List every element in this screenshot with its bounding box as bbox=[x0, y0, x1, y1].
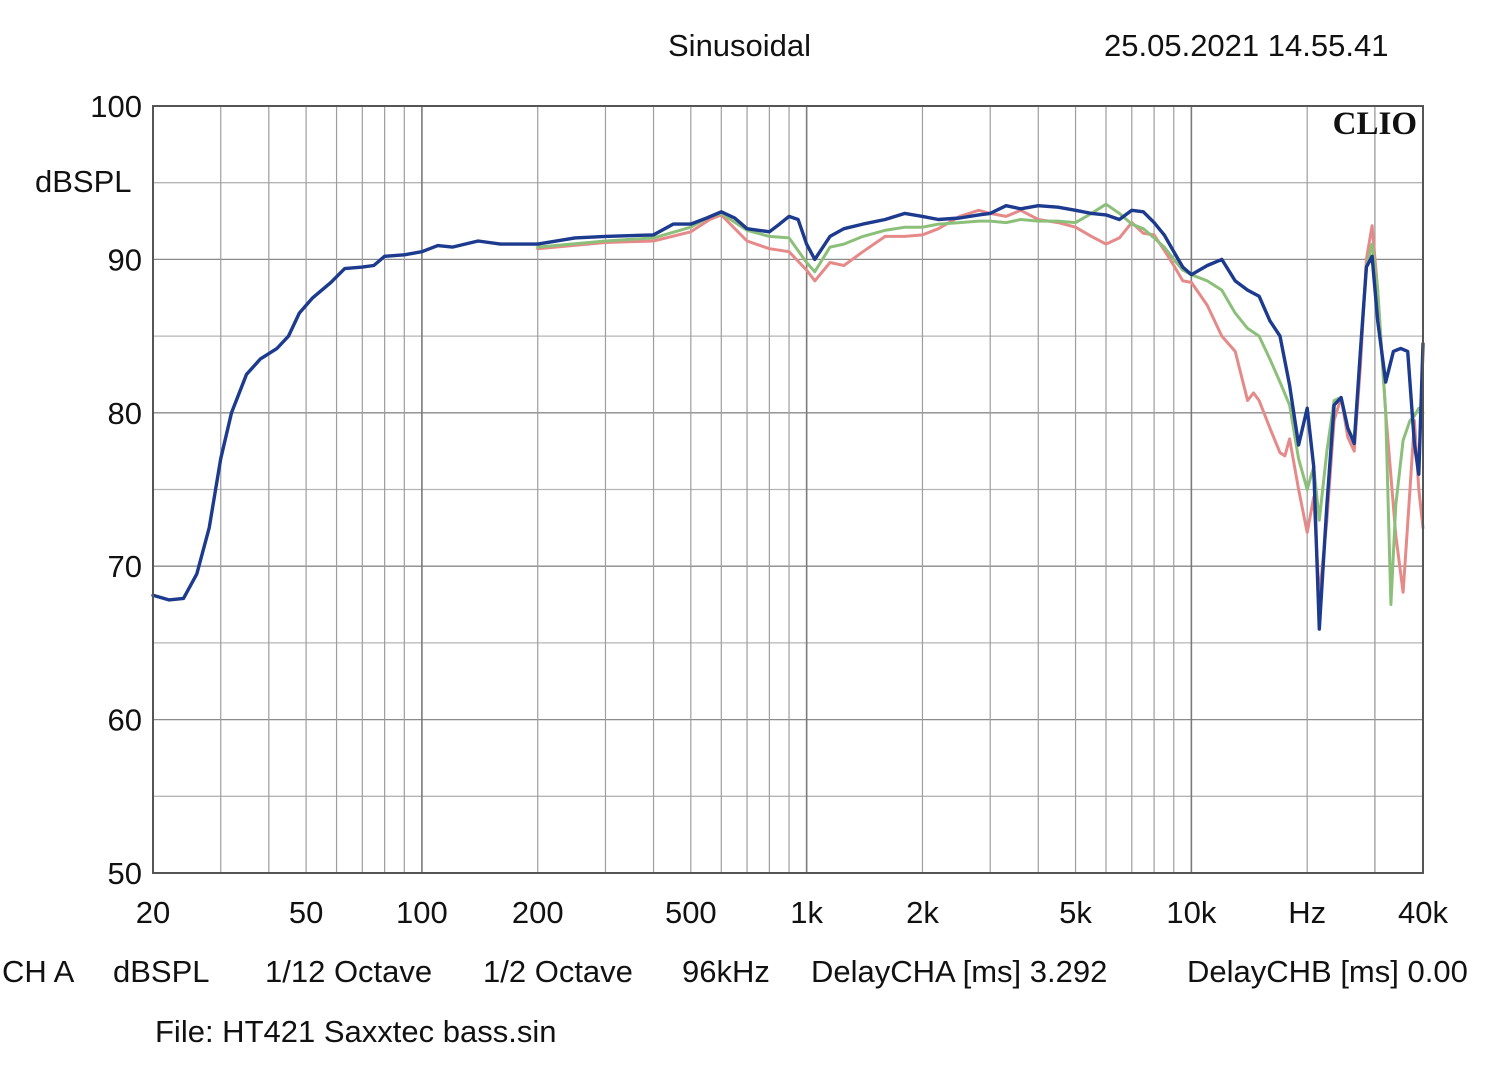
x-tick-label: 10k bbox=[1166, 895, 1216, 930]
y-tick-label: 50 bbox=[108, 856, 142, 891]
grid bbox=[153, 106, 1423, 873]
x-tick-label: 20 bbox=[136, 895, 170, 930]
plot-frame bbox=[152, 105, 1424, 874]
chart-timestamp: 25.05.2021 14.55.41 bbox=[1104, 28, 1389, 63]
series-layer bbox=[151, 202, 1425, 631]
clio-brand-logo: CLIO bbox=[1333, 106, 1417, 142]
y-tick-label: 80 bbox=[108, 396, 142, 431]
x-tick-label: 40k bbox=[1398, 895, 1448, 930]
y-tick-label: 70 bbox=[108, 549, 142, 584]
y-axis-label: dBSPL bbox=[35, 164, 132, 199]
x-tick-label: 50 bbox=[289, 895, 323, 930]
footer-channel: CH A bbox=[2, 954, 75, 989]
y-tick-label: 100 bbox=[90, 89, 142, 124]
x-tick-label: 5k bbox=[1059, 895, 1092, 930]
footer-resolution: 1/2 Octave bbox=[483, 954, 633, 989]
x-tick-label: 200 bbox=[512, 895, 564, 930]
footer-unit: dBSPL bbox=[113, 954, 210, 989]
footer-delay-cha: DelayCHA [ms] 3.292 bbox=[811, 954, 1108, 989]
footer-sample-rate: 96kHz bbox=[682, 954, 770, 989]
footer-delay-chb: DelayCHB [ms] 0.00 bbox=[1187, 954, 1468, 989]
footer-file-name: File: HT421 Saxxtec bass.sin bbox=[155, 1014, 557, 1049]
x-axis-ticks: 20 50 100 200 500 1k 2k 5k 10k Hz 40k bbox=[136, 895, 1449, 930]
x-tick-label: 100 bbox=[396, 895, 448, 930]
y-tick-label: 60 bbox=[108, 703, 142, 738]
footer-smoothing: 1/12 Octave bbox=[265, 954, 433, 989]
y-tick-label: 90 bbox=[108, 242, 142, 277]
x-tick-label: Hz bbox=[1288, 895, 1326, 930]
x-tick-label: 500 bbox=[665, 895, 717, 930]
chart-mode-title: Sinusoidal bbox=[668, 28, 812, 63]
x-tick-label: 1k bbox=[790, 895, 823, 930]
series-line-blue bbox=[151, 203, 1425, 631]
x-tick-label: 2k bbox=[906, 895, 939, 930]
y-axis-ticks: 100 90 80 70 60 50 bbox=[90, 89, 142, 891]
